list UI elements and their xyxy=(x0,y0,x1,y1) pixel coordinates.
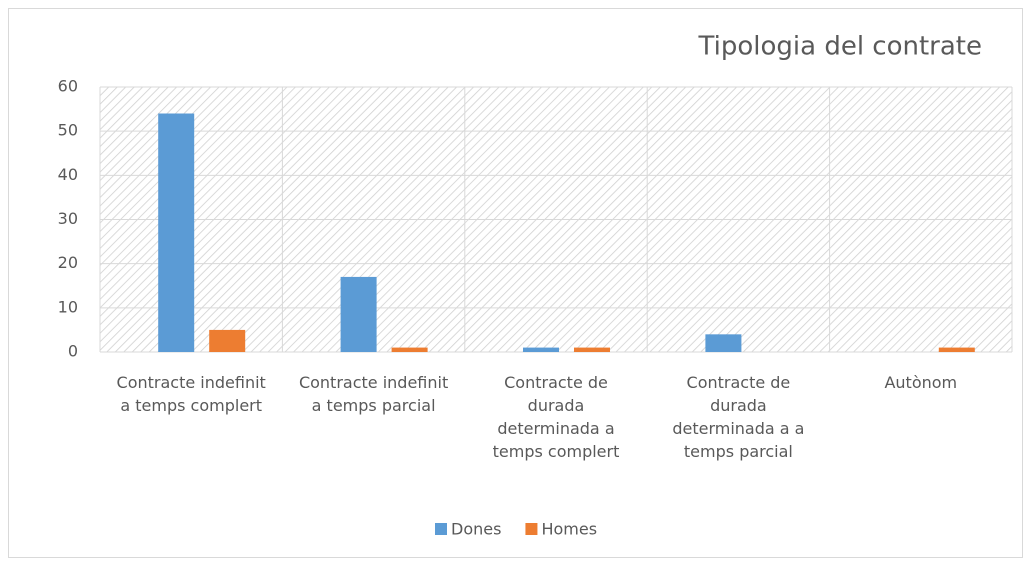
y-tick-label: 20 xyxy=(58,253,78,272)
bar xyxy=(705,334,742,352)
x-tick-label: Contracte de durada determinada a a temps p… xyxy=(672,373,804,461)
y-tick-label: 60 xyxy=(58,77,78,96)
bar xyxy=(574,347,610,352)
legend-label: Dones xyxy=(451,520,501,539)
x-tick-label-line: a temps complert xyxy=(120,396,262,415)
x-tick-label: Contracte indefinit a temps parcial xyxy=(299,373,448,415)
chart-title: Tipologia del contrate xyxy=(698,32,982,62)
x-tick-label-line: durada xyxy=(710,396,767,415)
legend-swatch xyxy=(525,523,538,535)
x-tick-label: Autònom xyxy=(884,373,957,392)
legend-swatch xyxy=(435,523,447,535)
x-tick-label: Contracte indefinit a temps complert xyxy=(117,373,266,415)
x-tick-label: Contracte de durada determinada a temps com… xyxy=(493,373,620,461)
x-tick-label-line: Contracte indefinit xyxy=(299,373,448,392)
x-tick-label-line: temps complert xyxy=(493,442,620,461)
x-tick-label-line: Contracte de xyxy=(504,373,608,392)
bar xyxy=(523,347,559,352)
y-tick-label: 10 xyxy=(58,297,78,316)
x-tick-label-line: temps parcial xyxy=(684,442,793,461)
bar xyxy=(391,347,428,352)
x-tick-label-line: Contracte indefinit xyxy=(117,373,266,392)
legend-label: Homes xyxy=(541,520,597,539)
x-tick-label-line: Autònom xyxy=(884,373,957,392)
bar xyxy=(209,329,246,352)
x-tick-label-line: durada xyxy=(528,396,585,415)
y-tick-label: 50 xyxy=(58,121,78,140)
bar xyxy=(158,113,195,352)
y-tick-label: 0 xyxy=(68,342,78,361)
x-tick-label-line: determinada a a xyxy=(672,419,804,438)
bar xyxy=(340,276,377,352)
y-tick-label: 30 xyxy=(58,209,78,228)
x-tick-label-line: a temps parcial xyxy=(312,396,436,415)
x-tick-label-line: Contracte de xyxy=(687,373,791,392)
y-tick-label: 40 xyxy=(58,165,78,184)
bar xyxy=(938,347,975,352)
x-tick-label-line: determinada a xyxy=(497,419,614,438)
